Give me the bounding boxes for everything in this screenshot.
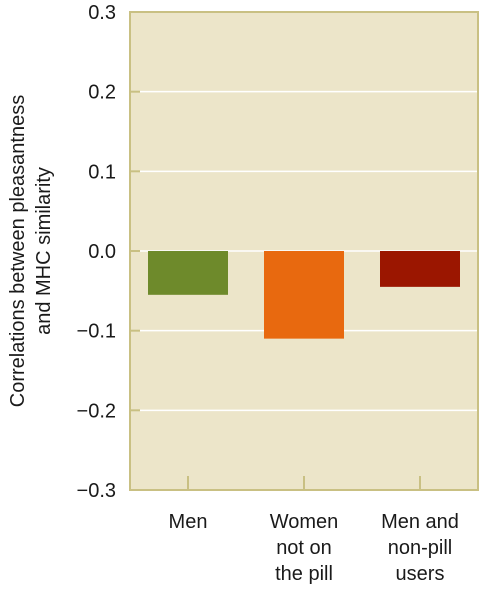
bar	[380, 251, 460, 287]
y-tick-label: −0.3	[77, 480, 116, 502]
y-axis-title: Correlations between pleasantness and MHC…	[7, 95, 55, 407]
y-tick-label: 0.3	[88, 2, 116, 24]
bar	[148, 251, 228, 295]
x-category-label: Women not on the pill	[270, 511, 339, 585]
bar	[264, 251, 344, 339]
bars	[148, 251, 460, 339]
x-axis-labels: Men Women not on the pill Men and non-pill use…	[169, 511, 459, 585]
x-category-label: Men	[169, 511, 208, 533]
y-axis-ticks: 0.3 0.2 0.1 0.0 −0.1 −0.2 −0.3	[77, 2, 140, 502]
category-ticks	[187, 476, 421, 490]
y-tick-label: 0.0	[88, 241, 116, 263]
y-tick-label: −0.2	[77, 400, 116, 422]
y-tick-label: 0.1	[88, 161, 116, 183]
y-tick-label: 0.2	[88, 82, 116, 104]
y-tick-label: −0.1	[77, 321, 116, 343]
x-category-label: Men and non-pill users	[381, 511, 459, 585]
